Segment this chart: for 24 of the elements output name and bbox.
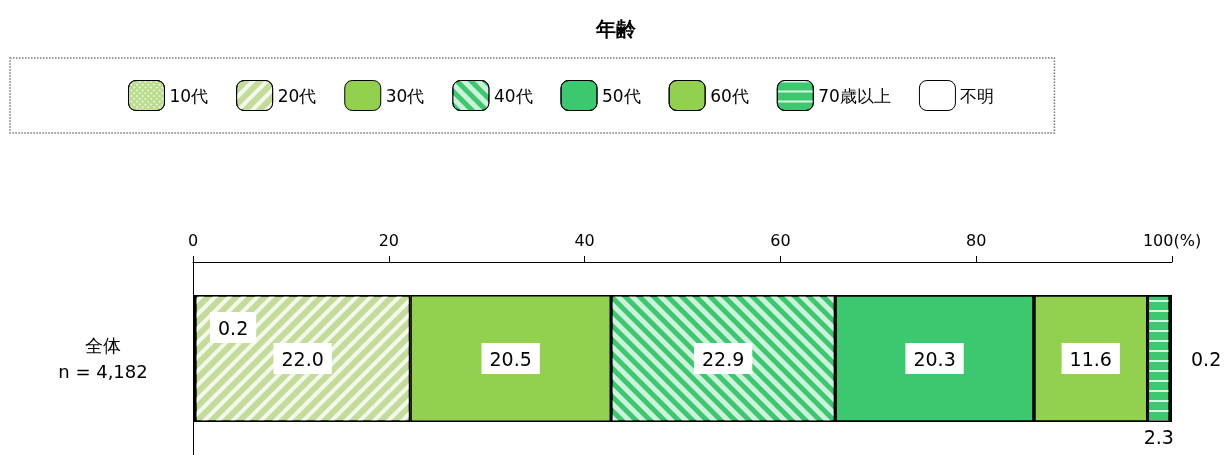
x-tick-label: 80 xyxy=(966,230,987,250)
legend-label: 50代 xyxy=(602,85,641,106)
chart-title: 年齢 xyxy=(595,17,637,41)
legend-label: 40代 xyxy=(493,85,533,106)
legend-label: 60代 xyxy=(710,85,749,106)
data-label: 22.9 xyxy=(701,347,745,370)
x-tick-label: 20 xyxy=(378,230,399,250)
legend-label: 30代 xyxy=(385,85,425,106)
legend-label: 70歳以上 xyxy=(818,85,891,106)
data-label: 0.2 xyxy=(218,316,249,339)
legend-label: 不明 xyxy=(960,85,995,106)
data-label: 2.3 xyxy=(1143,425,1174,448)
x-tick-label: 60 xyxy=(770,230,791,250)
x-tick-label: 40 xyxy=(574,230,595,250)
x-tick-label: 0 xyxy=(187,230,199,250)
x-tick-label: 100(%) xyxy=(1142,230,1202,250)
data-label: 0.2 xyxy=(1191,347,1222,370)
data-label: 20.5 xyxy=(489,347,532,370)
data-label: 22.0 xyxy=(281,347,324,370)
y-tick-label: 全体 n = 4,182 xyxy=(58,335,148,382)
legend-label: 20代 xyxy=(277,85,317,106)
data-label: 20.3 xyxy=(913,347,956,370)
data-label: 11.6 xyxy=(1069,347,1112,370)
legend-label: 10代 xyxy=(169,85,209,106)
